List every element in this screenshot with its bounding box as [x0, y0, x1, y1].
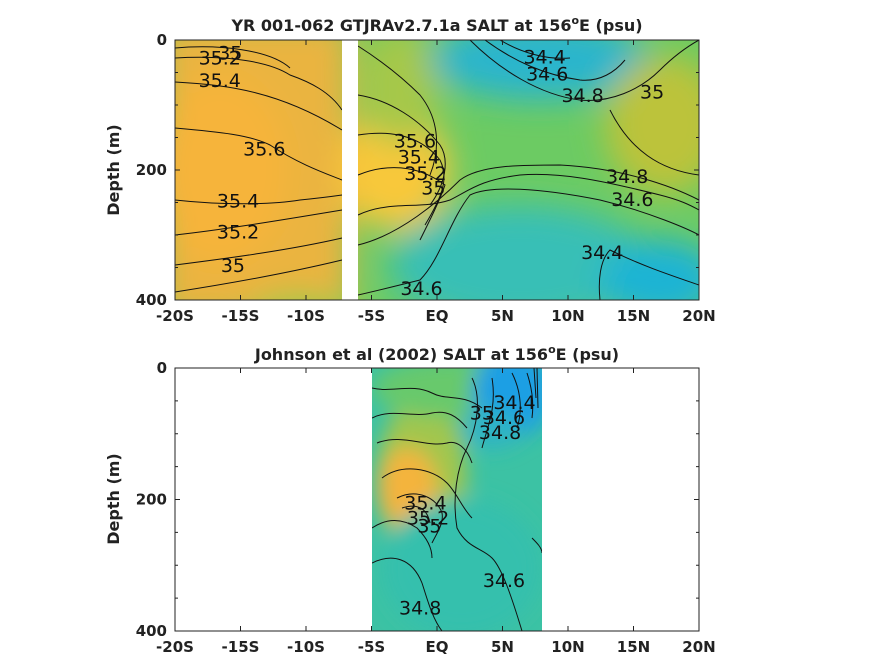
y-tick-label: 0	[157, 31, 167, 49]
contour-label: 35	[221, 255, 245, 277]
y-axis-top: 0 200 400	[136, 31, 699, 309]
y-axis-bottom: 0 200 400	[136, 359, 699, 640]
contour-label: 34.6	[483, 407, 525, 429]
y-tick-label: 200	[136, 161, 167, 179]
x-tick-label: 20N	[682, 307, 715, 325]
contour-label: 34.6	[611, 189, 653, 211]
chart-title-top: YR 001-062 GTJRAv2.7.1a SALT at 156oE (p…	[230, 14, 642, 35]
y-axis-label-bottom: Depth (m)	[104, 453, 123, 545]
contour-label: 35.4	[217, 191, 259, 213]
contour-label: 35.2	[407, 507, 449, 529]
x-tick-label: EQ	[426, 638, 449, 656]
y-tick-label: 400	[136, 622, 167, 640]
x-tick-label: -20S	[156, 307, 194, 325]
x-tick-label: 20N	[682, 638, 715, 656]
contour-label: 34.6	[526, 63, 568, 85]
x-tick-label: -5S	[358, 638, 385, 656]
x-tick-label: 5N	[491, 307, 514, 325]
chart-title-bottom: Johnson et al (2002) SALT at 156oE (psu)	[254, 343, 619, 364]
x-tick-label: -10S	[287, 307, 325, 325]
contour-label: 34.4	[581, 242, 623, 264]
x-tick-label: -15S	[222, 638, 260, 656]
x-tick-label: -5S	[358, 307, 385, 325]
x-tick-label: -10S	[287, 638, 325, 656]
x-tick-label: 15N	[617, 307, 650, 325]
data-gap-top	[342, 40, 358, 300]
y-tick-label: 200	[136, 491, 167, 509]
contour-label: 34.8	[399, 598, 441, 620]
contour-label: 35.4	[199, 70, 241, 92]
contour-label: 34.6	[400, 278, 442, 300]
x-axis-top: -20S -15S -10S -5S EQ 5N 10N 15N 20N	[156, 40, 716, 325]
contour-labels-top: 3535.235.435.635.435.23535.635.435.23534…	[199, 43, 665, 300]
salinity-field-bottom	[372, 368, 542, 631]
chart-top: YR 001-062 GTJRAv2.7.1a SALT at 156oE (p…	[104, 14, 716, 325]
y-tick-label: 0	[157, 359, 167, 377]
contour-label: 35.4	[404, 492, 446, 514]
x-tick-label: EQ	[426, 307, 449, 325]
x-tick-label: -15S	[222, 307, 260, 325]
contour-label: 34.6	[483, 570, 525, 592]
contour-label: 35	[421, 178, 445, 200]
x-tick-label: 10N	[551, 307, 584, 325]
contour-label: 34.8	[606, 166, 648, 188]
x-tick-label: -20S	[156, 638, 194, 656]
x-tick-label: 10N	[551, 638, 584, 656]
contour-label: 35.2	[404, 163, 446, 185]
contour-label: 35.6	[394, 130, 436, 152]
contour-label: 34.4	[493, 392, 535, 414]
y-axis-label-top: Depth (m)	[104, 124, 123, 216]
contour-label: 34.8	[561, 85, 603, 107]
contour-label: 35.2	[199, 48, 241, 70]
x-tick-label: 5N	[491, 638, 514, 656]
contour-label: 35.4	[398, 147, 440, 169]
contour-label: 35	[470, 402, 494, 424]
contour-label: 35	[417, 515, 441, 537]
salinity-field-top	[175, 40, 699, 300]
x-axis-bottom: -20S -15S -10S -5S EQ 5N 10N 15N 20N	[156, 368, 716, 656]
chart-bottom: Johnson et al (2002) SALT at 156oE (psu)	[104, 343, 716, 656]
contour-label: 35	[218, 43, 242, 65]
x-tick-label: 15N	[617, 638, 650, 656]
contour-label: 34.8	[479, 422, 521, 444]
y-tick-label: 400	[136, 291, 167, 309]
contour-label: 35.2	[217, 221, 259, 243]
contour-label: 35	[640, 82, 664, 104]
contour-label: 34.4	[523, 46, 565, 68]
contour-label: 35.6	[243, 139, 285, 161]
